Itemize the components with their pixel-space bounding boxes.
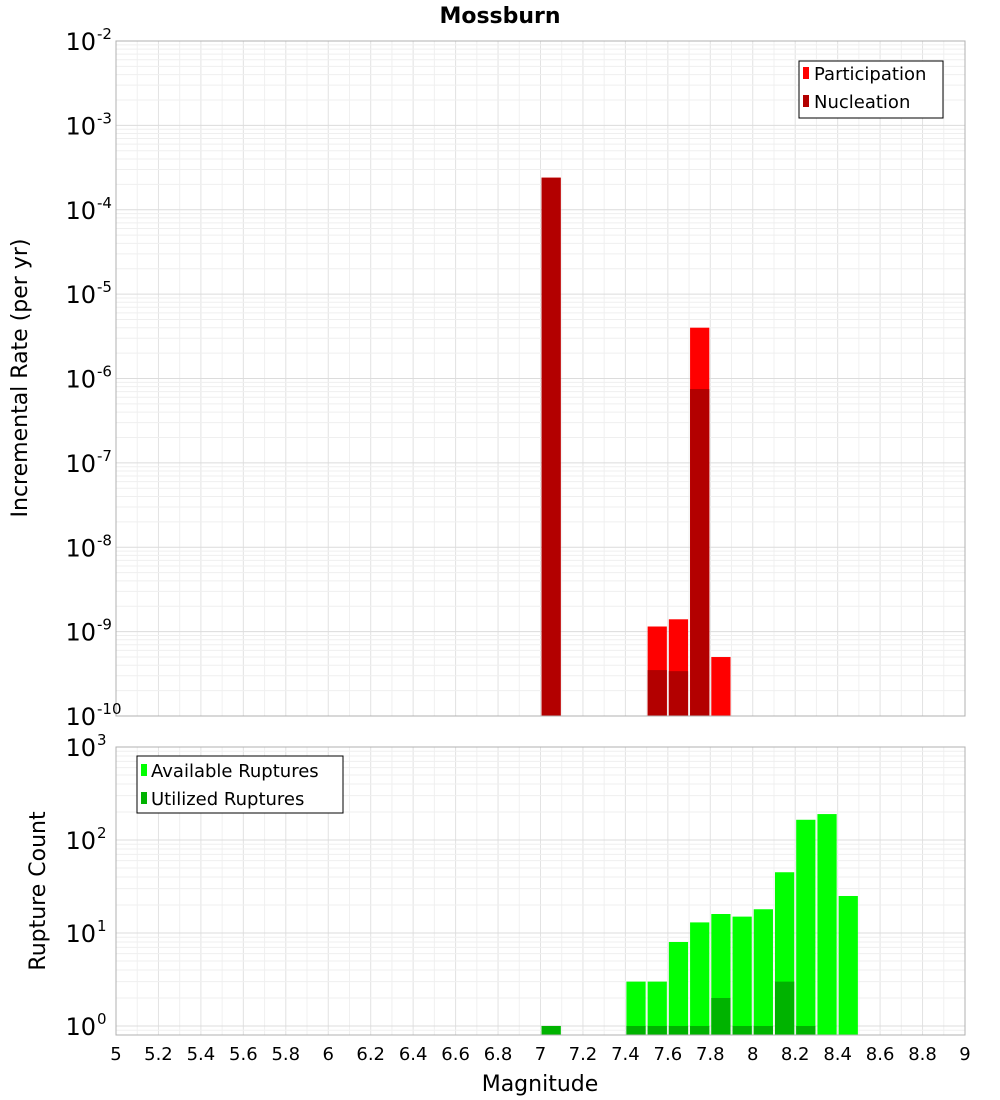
y-tick-label: 10	[65, 920, 96, 948]
bar-utilized-ruptures	[774, 981, 795, 1035]
y-tick-exponent: 1	[97, 917, 107, 935]
y-tick-exponent: -9	[97, 616, 112, 634]
bar-nucleation	[541, 177, 561, 716]
bar-participation	[711, 657, 731, 716]
x-axis-label: Magnitude	[482, 1072, 599, 1097]
legend-label-participation: Participation	[814, 64, 926, 85]
x-tick-label: 6.6	[441, 1044, 470, 1065]
x-tick-label: 7.8	[696, 1044, 725, 1065]
x-tick-label: 8.8	[908, 1044, 937, 1065]
x-tick-label: 7.6	[654, 1044, 683, 1065]
bar-utilized-ruptures	[541, 1025, 561, 1035]
legend-label-available: Available Ruptures	[151, 761, 319, 782]
x-tick-label: 6.8	[484, 1044, 513, 1065]
x-tick-label: 8.4	[823, 1044, 852, 1065]
bar-available-ruptures	[668, 942, 689, 1035]
y-tick-label: 10	[65, 366, 96, 394]
bottom-legend-box	[136, 755, 344, 814]
bottom-bars	[541, 814, 858, 1035]
bar-available-ruptures	[838, 895, 858, 1035]
y-tick-exponent: 0	[97, 1010, 107, 1028]
y-tick-exponent: 2	[97, 824, 107, 842]
y-tick-exponent: -10	[97, 700, 122, 718]
y-tick-exponent: -6	[97, 363, 112, 381]
legend-swatch-utilized	[141, 792, 147, 804]
y-tick-label: 10	[65, 197, 96, 225]
legend-swatch-nucleation	[803, 95, 809, 107]
y-tick-label: 10	[65, 534, 96, 562]
bar-utilized-ruptures	[668, 1025, 689, 1035]
y-tick-label: 10	[65, 827, 96, 855]
bar-nucleation	[668, 671, 689, 716]
top-legend: Participation Nucleation	[798, 60, 944, 119]
y-tick-exponent: 3	[97, 731, 107, 749]
x-tick-label: 8.6	[866, 1044, 895, 1065]
bar-utilized-ruptures	[711, 997, 731, 1035]
bar-available-ruptures	[732, 916, 752, 1035]
x-tick-label: 6.2	[356, 1044, 385, 1065]
x-tick-label: 8.2	[781, 1044, 810, 1065]
bar-available-ruptures	[626, 981, 646, 1035]
top-plot-frame	[115, 40, 966, 717]
bar-nucleation	[647, 670, 667, 716]
bottom-y-axis-label: Rupture Count	[26, 811, 51, 971]
bar-available-ruptures	[647, 981, 667, 1035]
y-tick-label: 10	[65, 450, 96, 478]
x-tick-label: 6	[323, 1044, 334, 1065]
top-y-axis-label: Incremental Rate (per yr)	[8, 239, 33, 518]
x-tick-label: 5.6	[229, 1044, 258, 1065]
top-bars	[541, 177, 731, 716]
y-tick-exponent: -5	[97, 278, 112, 296]
y-tick-label: 10	[65, 703, 96, 731]
y-tick-exponent: -3	[97, 109, 112, 127]
legend-swatch-participation	[803, 67, 809, 79]
bar-available-ruptures	[753, 909, 773, 1035]
y-tick-label: 10	[65, 281, 96, 309]
y-tick-exponent: -2	[97, 25, 112, 43]
x-tick-label: 6.4	[399, 1044, 428, 1065]
x-tick-label: 5.4	[187, 1044, 216, 1065]
y-tick-label: 10	[65, 734, 96, 762]
y-tick-label: 10	[65, 1013, 96, 1041]
bar-utilized-ruptures	[732, 1025, 752, 1035]
y-tick-label: 10	[65, 112, 96, 140]
bottom-plot-frame	[115, 746, 966, 1036]
bar-nucleation	[690, 389, 710, 716]
x-tick-label: 7.2	[569, 1044, 598, 1065]
bar-utilized-ruptures	[753, 1025, 773, 1035]
y-tick-label: 10	[65, 28, 96, 56]
bar-available-ruptures	[796, 819, 816, 1035]
chart-title: Mossburn	[439, 4, 560, 29]
top-gridlines	[115, 41, 966, 717]
bar-utilized-ruptures	[626, 1025, 646, 1035]
x-tick-label: 8	[747, 1044, 758, 1065]
y-tick-exponent: -7	[97, 447, 112, 465]
x-tick-label: 5.8	[271, 1044, 300, 1065]
bottom-legend: Available Ruptures Utilized Ruptures	[136, 755, 344, 814]
legend-label-utilized: Utilized Ruptures	[151, 789, 304, 810]
y-tick-label: 10	[65, 619, 96, 647]
x-ticks: 5 5.2 5.4 5.6 5.8 6 6.2 6.4 6.6 6.8 7 7.2 7.4 7.6 7.8 8…	[110, 1044, 970, 1065]
x-tick-label: 7.4	[611, 1044, 640, 1065]
bar-utilized-ruptures	[796, 1025, 816, 1035]
legend-label-nucleation: Nucleation	[814, 92, 910, 113]
x-tick-label: 7	[535, 1044, 546, 1065]
y-tick-exponent: -4	[97, 194, 112, 212]
x-tick-label: 9	[959, 1044, 970, 1065]
bar-utilized-ruptures	[647, 1025, 667, 1035]
bar-available-ruptures	[817, 814, 837, 1035]
top-legend-box	[798, 60, 944, 119]
bar-available-ruptures	[690, 922, 710, 1035]
y-tick-exponent: -8	[97, 531, 112, 549]
legend-swatch-available	[141, 764, 147, 776]
x-tick-label: 5	[110, 1044, 121, 1065]
x-tick-label: 5.2	[144, 1044, 173, 1065]
bar-utilized-ruptures	[690, 1025, 710, 1035]
